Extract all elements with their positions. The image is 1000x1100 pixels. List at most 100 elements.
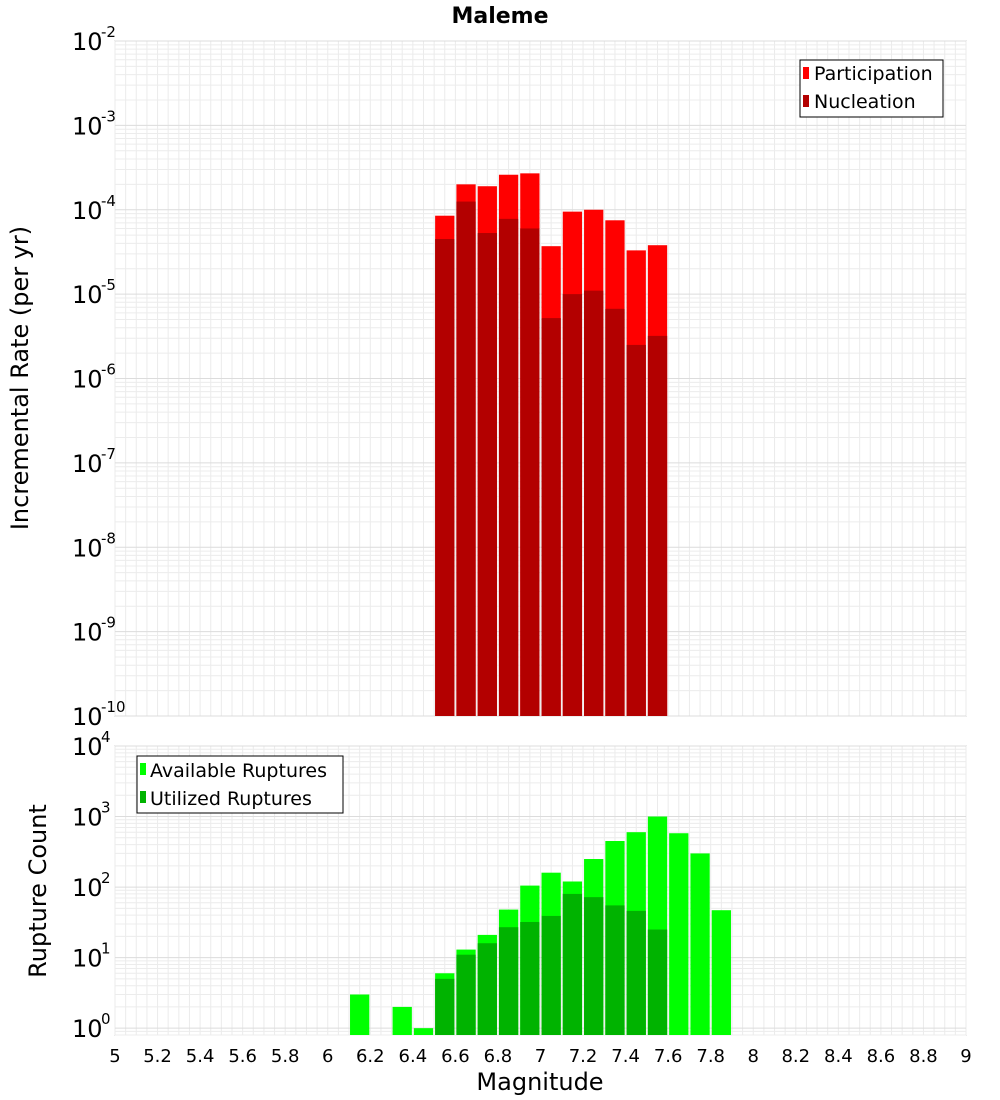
- x-tick-label: 8.4: [824, 1046, 853, 1067]
- y-tick-label: 10: [72, 112, 103, 140]
- legend-label-utilized-ruptures: Utilized Ruptures: [150, 788, 312, 810]
- x-tick-label: 6.8: [484, 1046, 513, 1067]
- top-bars: [435, 173, 668, 717]
- legend-label-participation: Participation: [814, 63, 933, 85]
- y-tick-label: 10: [72, 945, 103, 973]
- legend-swatch-utilized-ruptures: [140, 791, 146, 803]
- bar-nucleation: [498, 218, 519, 716]
- bar-nucleation: [626, 344, 646, 716]
- y-tick-label: 10: [72, 874, 103, 902]
- bar-available-ruptures: [690, 853, 710, 1035]
- y-tick-exponent: -3: [101, 107, 116, 125]
- y-tick-exponent: 0: [101, 1010, 111, 1028]
- x-tick-label: 6.2: [356, 1046, 385, 1067]
- x-tick-label: 8.8: [909, 1046, 938, 1067]
- bar-utilized-ruptures: [520, 921, 540, 1035]
- bar-nucleation: [647, 335, 668, 716]
- x-tick-label: 8: [748, 1046, 759, 1067]
- bar-utilized-ruptures: [456, 954, 476, 1035]
- y-tick-exponent: 1: [101, 940, 111, 958]
- bar-nucleation: [584, 290, 604, 716]
- y-tick-exponent: -6: [101, 361, 116, 379]
- x-tick-label: 7.2: [569, 1046, 598, 1067]
- x-tick-label: 7.8: [696, 1046, 725, 1067]
- y-tick-exponent: -9: [101, 614, 116, 632]
- bar-nucleation: [605, 308, 625, 716]
- y-tick-exponent: 2: [101, 869, 111, 887]
- y-tick-label: 10: [72, 619, 103, 647]
- bar-utilized-ruptures: [435, 978, 455, 1035]
- y-tick-exponent: 4: [101, 728, 111, 746]
- y-tick-label: 10: [72, 804, 103, 832]
- x-tick-label: 5.4: [186, 1046, 215, 1067]
- y-tick-label: 10: [72, 534, 103, 562]
- y-tick-exponent: -7: [101, 445, 116, 463]
- bar-available-ruptures: [669, 833, 689, 1035]
- x-tick-label: 6.4: [399, 1046, 428, 1067]
- x-tick-label: 7.4: [611, 1046, 640, 1067]
- bottom-x-ticks: 5 5.2 5.4 5.6 5.8 6 6.2 6.4 6.6 6.8 7 7.2 7.4 7.6 7.8 8…: [109, 1046, 971, 1067]
- bottom-grid: [114, 745, 967, 1036]
- bar-utilized-ruptures: [498, 927, 519, 1035]
- y-tick-exponent: -2: [101, 23, 116, 41]
- y-tick-label: 10: [72, 450, 103, 478]
- y-tick-exponent: 3: [101, 799, 111, 817]
- bar-nucleation: [562, 294, 583, 716]
- x-tick-label: 5.6: [228, 1046, 257, 1067]
- bar-nucleation: [520, 228, 540, 716]
- bottom-y-axis-label: Rupture Count: [24, 804, 52, 978]
- bottom-legend-box: [136, 755, 344, 814]
- bar-available-ruptures: [392, 1006, 412, 1035]
- y-tick-label: 10: [72, 1015, 103, 1043]
- bar-utilized-ruptures: [584, 897, 604, 1035]
- bar-utilized-ruptures: [647, 929, 668, 1035]
- x-tick-label: 5.2: [143, 1046, 172, 1067]
- y-tick-label: 10: [72, 197, 103, 225]
- top-y-axis-label: Incremental Rate (per yr): [6, 226, 34, 530]
- x-tick-label: 8.2: [781, 1046, 810, 1067]
- x-tick-label: 7: [535, 1046, 546, 1067]
- bar-nucleation: [435, 239, 455, 716]
- y-tick-label: 10: [72, 366, 103, 394]
- y-tick-label: 10: [72, 281, 103, 309]
- bar-utilized-ruptures: [541, 915, 561, 1035]
- bar-nucleation: [456, 201, 476, 716]
- x-tick-label: 9: [960, 1046, 971, 1067]
- y-tick-label: 10: [72, 733, 103, 761]
- y-tick-exponent: -5: [101, 276, 116, 294]
- top-grid: [114, 40, 967, 717]
- y-tick-label: 10: [72, 28, 103, 56]
- bar-utilized-ruptures: [477, 943, 497, 1035]
- top-legend-box: [799, 59, 944, 118]
- legend-swatch-available-ruptures: [140, 763, 146, 775]
- x-tick-label: 5: [109, 1046, 120, 1067]
- chart-title: Maleme: [451, 4, 548, 29]
- y-tick-label: 10: [72, 703, 103, 731]
- bar-utilized-ruptures: [562, 893, 583, 1035]
- bar-utilized-ruptures: [605, 905, 625, 1035]
- x-tick-label: 7.6: [654, 1046, 683, 1067]
- bar-available-ruptures: [350, 994, 370, 1035]
- legend-swatch-participation: [803, 67, 809, 79]
- legend-label-nucleation: Nucleation: [814, 91, 916, 113]
- y-tick-exponent: -8: [101, 529, 116, 547]
- x-tick-label: 6: [322, 1046, 333, 1067]
- x-tick-label: 5.8: [271, 1046, 300, 1067]
- legend-label-available-ruptures: Available Ruptures: [150, 760, 327, 782]
- bar-nucleation: [541, 318, 561, 716]
- bottom-legend: Available Ruptures Utilized Ruptures: [136, 755, 344, 814]
- bottom-bars: [350, 816, 731, 1035]
- bar-nucleation: [477, 233, 497, 716]
- bar-available-ruptures: [711, 910, 731, 1035]
- bar-utilized-ruptures: [626, 910, 646, 1035]
- y-tick-exponent: -4: [101, 192, 116, 210]
- x-tick-label: 8.6: [867, 1046, 896, 1067]
- x-tick-label: 6.6: [441, 1046, 470, 1067]
- top-legend: Participation Nucleation: [799, 59, 944, 118]
- y-tick-exponent: -10: [101, 698, 126, 716]
